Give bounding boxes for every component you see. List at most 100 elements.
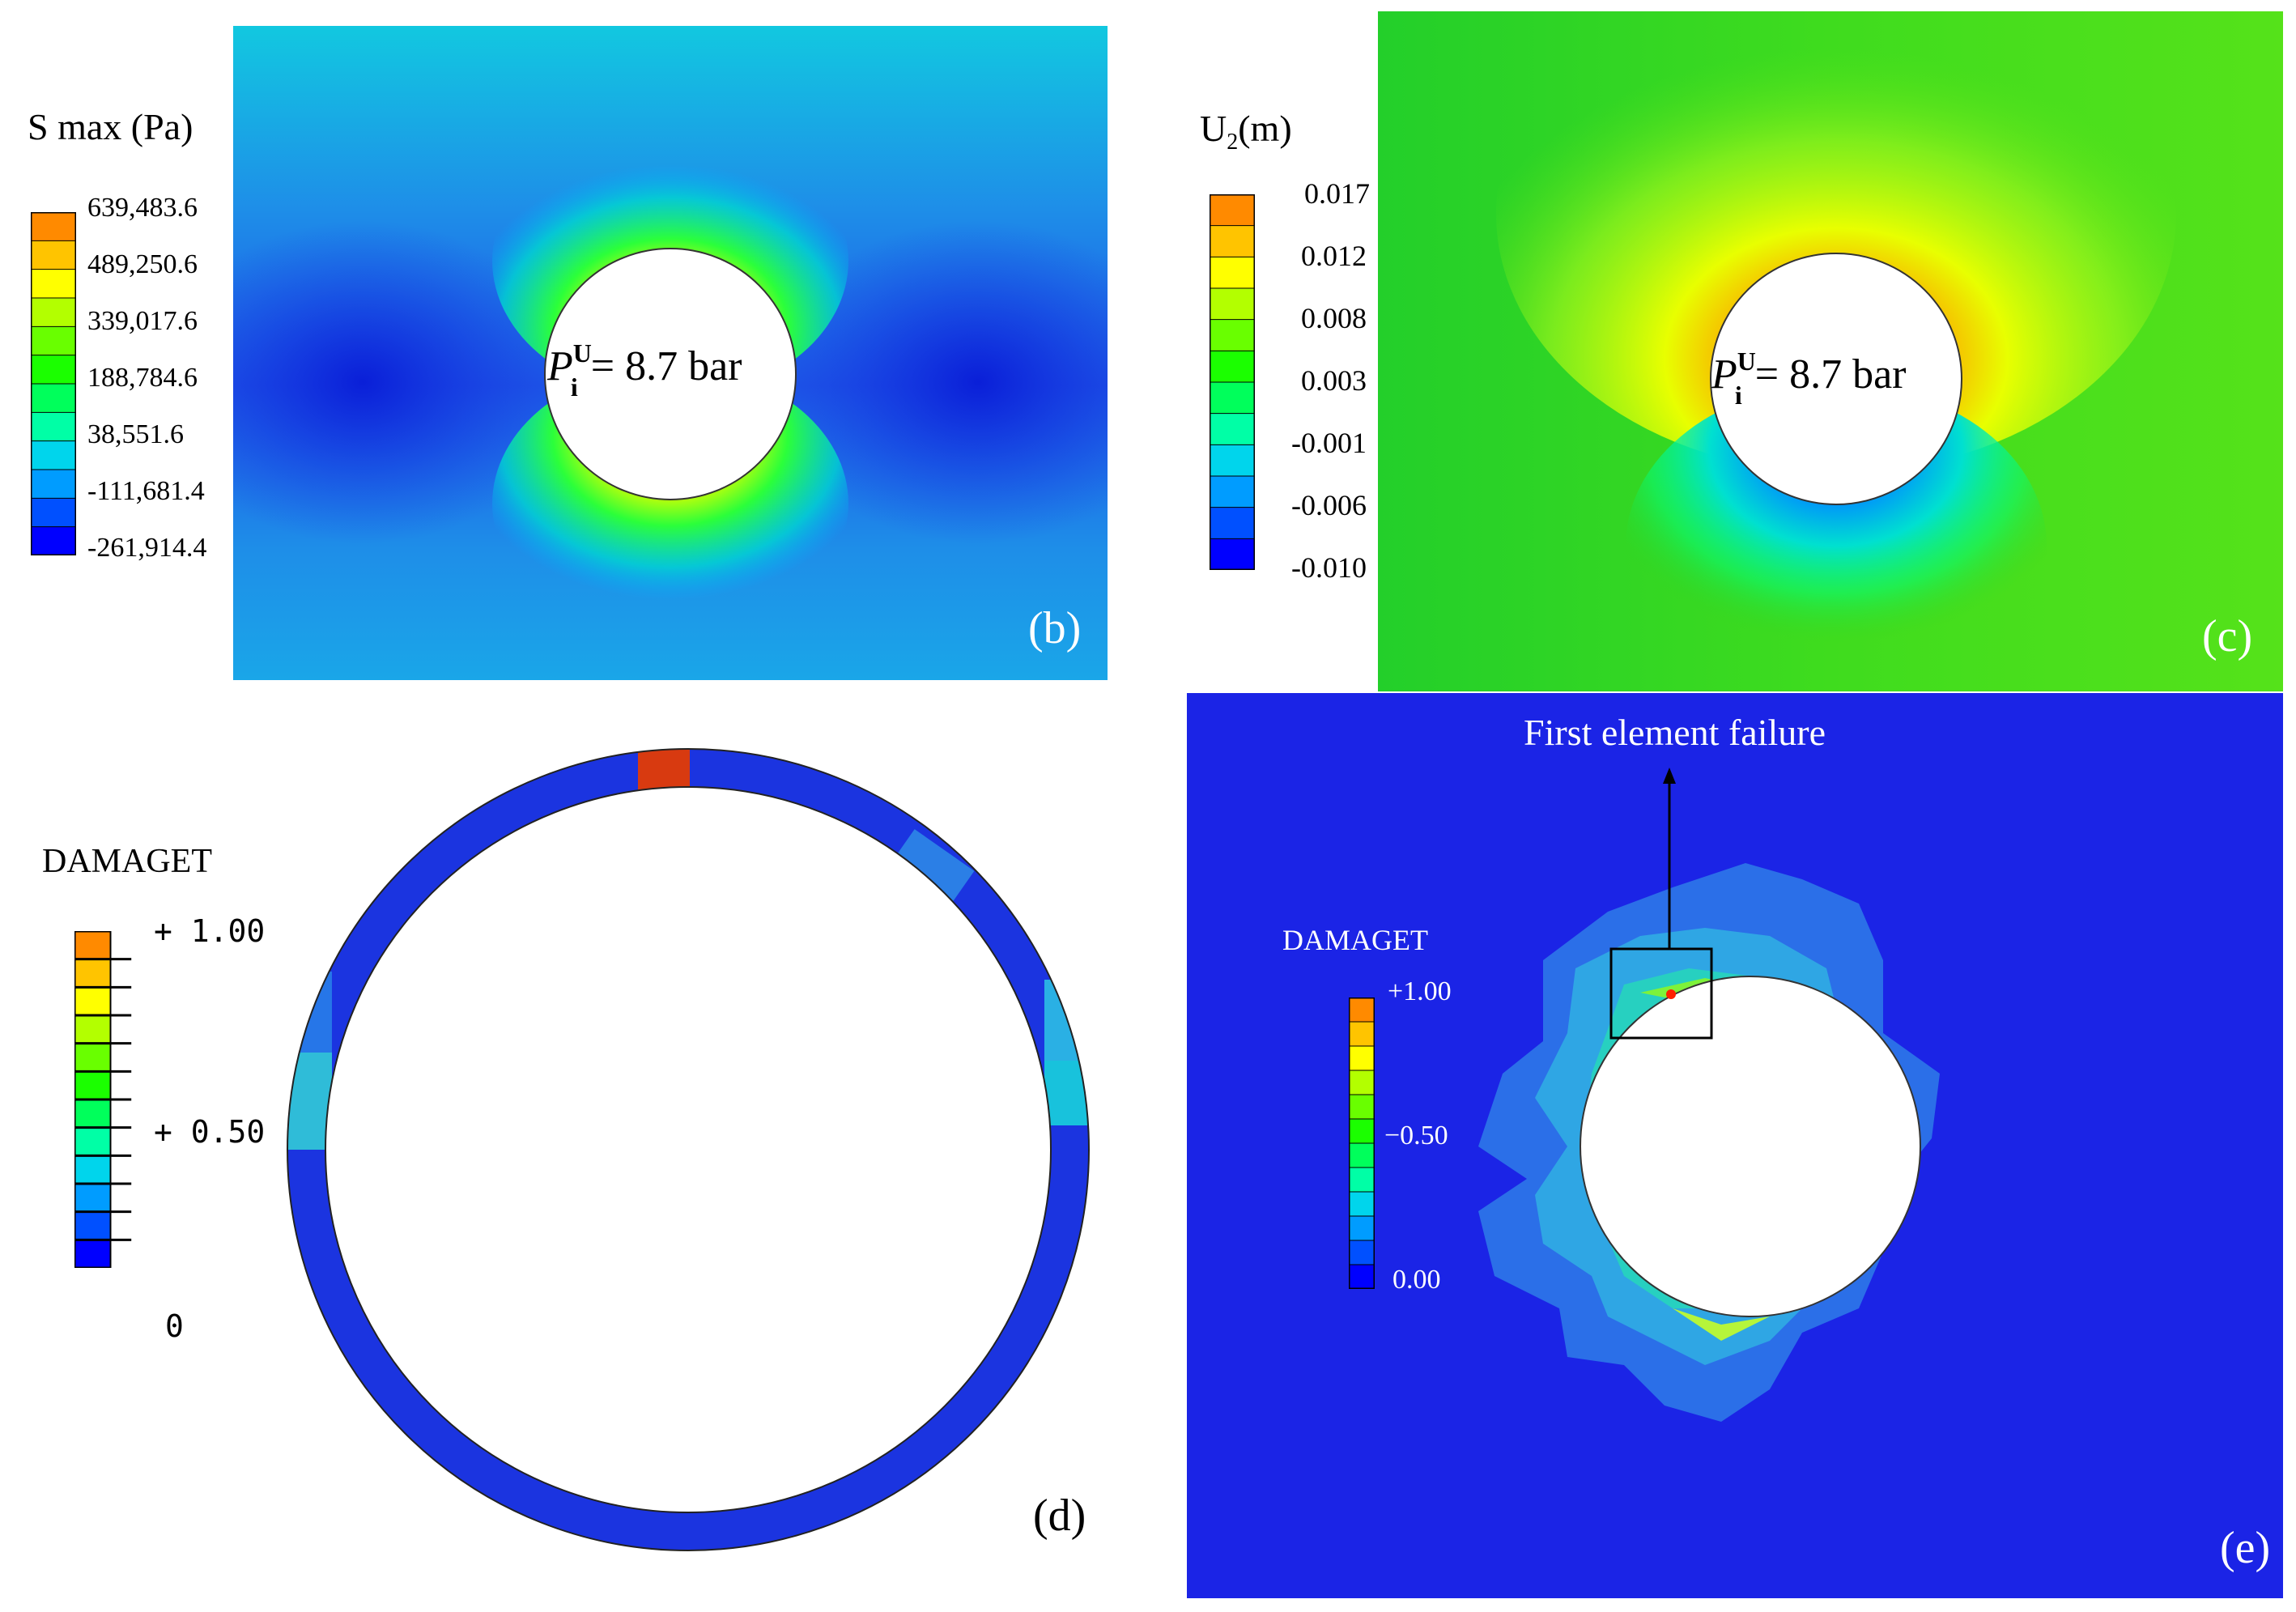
colorbar-outline: [1209, 194, 1256, 571]
colorbar-step: [74, 1240, 111, 1269]
tick: -0.001: [1291, 427, 1367, 459]
colorbar-step: [74, 1211, 111, 1240]
colorbar-step: [74, 1127, 111, 1156]
colorbar-step: [1349, 1216, 1375, 1241]
tick: -0.006: [1291, 489, 1367, 521]
colorbar-step: [1210, 194, 1255, 227]
tick: 489,250.6: [87, 249, 198, 279]
colorbar-step: [74, 931, 111, 960]
panel-b-label: (b): [1028, 603, 1082, 653]
colorbar-step: [31, 326, 76, 356]
panel-d-label: (d): [1033, 1491, 1086, 1541]
opening-hole: [1580, 976, 1921, 1317]
damage-patch-right-mid: [1044, 1061, 1089, 1125]
panel-c-pressure-label: PUi = 8.7 bar: [1711, 347, 1907, 410]
tick: + 1.00: [154, 913, 266, 949]
colorbar-step: [1349, 1070, 1375, 1095]
panel-e-colorbar: [1348, 997, 1375, 1293]
colorbar-step: [1210, 382, 1255, 415]
colorbar-step: [31, 498, 76, 528]
colorbar-step: [1349, 1168, 1375, 1193]
tick: 0.008: [1301, 302, 1367, 334]
opening-hole: [1710, 253, 1962, 505]
colorbar-step: [74, 987, 111, 1016]
damage-patch-top-failure: [638, 749, 690, 793]
tick: 0.017: [1304, 177, 1370, 210]
tick: −0.50: [1384, 1121, 1448, 1151]
colorbar-step: [1210, 444, 1255, 477]
panel-c-legend-title: U2(m): [1200, 108, 1292, 155]
colorbar-step: [31, 298, 76, 327]
colorbar-step: [31, 269, 76, 299]
tick: + 0.50: [154, 1114, 266, 1150]
colorbar-step: [74, 1015, 111, 1044]
colorbar-step: [31, 212, 76, 241]
tick: 0: [165, 1308, 184, 1344]
panel-d-colorbar: [74, 930, 147, 1272]
colorbar-step: [1210, 351, 1255, 383]
colorbar-step: [31, 355, 76, 385]
colorbar-step: [31, 412, 76, 442]
colorbar-step: [1210, 413, 1255, 445]
panel-d-lining-damage: (d): [267, 729, 1109, 1579]
colorbar-step: [1349, 1192, 1375, 1217]
colorbar-step: [1349, 1119, 1375, 1144]
colorbar-step: [31, 384, 76, 413]
colorbar-step: [74, 959, 111, 988]
colorbar-step: [31, 240, 76, 270]
panel-e-legend-title: DAMAGET: [1282, 924, 1428, 956]
panel-b-colorbar: [30, 211, 77, 559]
colorbar-step: [1349, 1143, 1375, 1168]
colorbar-step: [1349, 1265, 1375, 1290]
tick: -111,681.4: [87, 476, 205, 506]
colorbar-step: [1349, 1240, 1375, 1265]
colorbar-outline: [30, 211, 77, 556]
colorbar-step: [1210, 476, 1255, 508]
tick: 0.003: [1301, 364, 1367, 397]
tick: 188,784.6: [87, 363, 198, 393]
colorbar-step: [31, 470, 76, 499]
panel-c-colorbar: [1209, 194, 1256, 574]
panel-b-stress-contour: (b): [233, 26, 1108, 680]
first-failure-box: [1609, 947, 1713, 1040]
colorbar-step: [74, 1184, 111, 1213]
tick: -0.010: [1291, 551, 1367, 584]
colorbar-step: [74, 1099, 111, 1129]
panel-c-displacement-contour: (c): [1378, 11, 2283, 691]
panel-c-label: (c): [2202, 611, 2253, 661]
damage-patch-right: [1044, 980, 1089, 1061]
damage-patch-left-upper: [287, 972, 332, 1053]
tick: 0.00: [1392, 1265, 1441, 1295]
colorbar-step: [1210, 507, 1255, 539]
tick: 0.012: [1301, 240, 1367, 272]
colorbar-step: [1210, 225, 1255, 257]
colorbar-step: [74, 1043, 111, 1072]
colorbar-step: [1349, 997, 1375, 1023]
colorbar-step: [1349, 1095, 1375, 1120]
colorbar-outline: [1348, 997, 1375, 1290]
colorbar-step: [1210, 257, 1255, 289]
colorbar-step: [1210, 319, 1255, 351]
tick: +1.00: [1388, 976, 1452, 1006]
colorbar-step: [1210, 288, 1255, 321]
first-element-failure-label: First element failure: [1524, 712, 1826, 753]
tick: -261,914.4: [87, 533, 207, 563]
damage-patch-left: [287, 1053, 332, 1150]
tick: 639,483.6: [87, 193, 198, 223]
colorbar-step: [1349, 1022, 1375, 1047]
colorbar-step: [1349, 1046, 1375, 1071]
tick: 38,551.6: [87, 419, 184, 449]
colorbar-step: [74, 1155, 111, 1185]
panel-e-label: (e): [2220, 1523, 2271, 1573]
panel-d-legend-title: DAMAGET: [42, 843, 212, 880]
colorbar-step: [31, 526, 76, 556]
colorbar-outline: [74, 930, 112, 1269]
damage-patch-right-upper: [863, 829, 975, 944]
tick: 339,017.6: [87, 306, 198, 336]
panel-b-pressure-label: PUi = 8.7 bar: [547, 338, 742, 402]
panel-b-legend-title: S max (Pa): [28, 106, 193, 147]
colorbar-step: [31, 440, 76, 470]
opening-hole: [544, 248, 797, 500]
colorbar-step: [74, 1071, 111, 1100]
colorbar-step: [1210, 538, 1255, 571]
